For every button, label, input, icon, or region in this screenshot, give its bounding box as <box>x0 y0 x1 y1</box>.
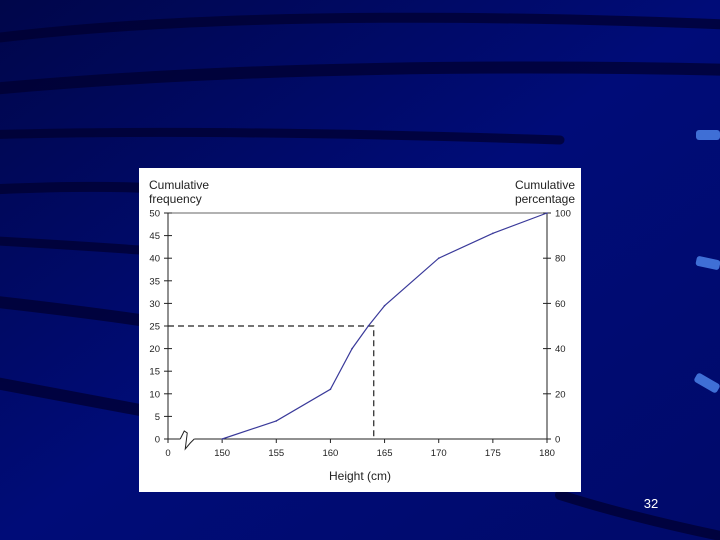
data-point <box>383 304 386 307</box>
data-point <box>367 325 370 327</box>
data-point <box>437 257 440 259</box>
y-right-tick-label: 100 <box>555 209 571 220</box>
x-tick-label: 155 <box>268 448 284 459</box>
x-tick-label: 175 <box>485 448 501 459</box>
y-right-tick-label: 80 <box>555 254 566 265</box>
data-point <box>329 388 332 391</box>
accent-stripe-top <box>696 130 720 140</box>
y-axis-right-label: Cumulative percentage <box>514 178 575 206</box>
y-left-tick-label: 5 <box>155 412 160 423</box>
data-point <box>275 420 278 422</box>
x-axis-label: Height (cm) <box>328 469 391 483</box>
x-tick-label: 0 <box>165 448 170 459</box>
data-point <box>351 347 353 350</box>
x-tick-label: 165 <box>377 448 393 459</box>
y-left-tick-label: 40 <box>149 254 160 265</box>
slide-number: 32 <box>643 496 659 511</box>
y-right-tick-label: 20 <box>555 389 566 400</box>
data-point <box>546 212 548 214</box>
y-left-tick-label: 0 <box>155 435 160 446</box>
accent-stripe-middle <box>695 256 720 270</box>
y-left-tick-label: 10 <box>149 389 160 400</box>
chart-panel: 0 5 10 15 20 25 30 35 40 45 50 0 20 40 60 80 100 0 150 155 1… <box>139 168 581 492</box>
y-left-tick-label: 20 <box>149 344 160 355</box>
y-left-tick-label: 35 <box>149 276 160 287</box>
x-tick-label: 180 <box>539 448 555 459</box>
cumulative-frequency-chart: 0 5 10 15 20 25 30 35 40 45 50 0 20 40 60 80 100 0 150 155 1… <box>149 209 571 460</box>
data-point <box>221 438 223 440</box>
accent-stripe-bottom <box>694 373 720 393</box>
median-reference-line <box>168 325 375 439</box>
data-point <box>492 232 494 235</box>
x-tick-label: 170 <box>431 448 447 459</box>
y-right-tick-label: 60 <box>555 299 566 310</box>
y-left-tick-label: 25 <box>149 322 160 333</box>
y-axis-left-label: Cumulative frequency <box>149 178 210 206</box>
x-tick-label: 160 <box>322 448 338 459</box>
x-axis-break <box>179 430 195 451</box>
y-left-tick-label: 30 <box>149 299 160 310</box>
y-left-tick-label: 15 <box>149 367 160 378</box>
y-left-tick-label: 45 <box>149 231 160 242</box>
y-right-tick-label: 0 <box>555 435 560 446</box>
x-tick-label: 150 <box>214 448 230 459</box>
y-right-tick-label: 40 <box>555 344 566 355</box>
y-left-tick-label: 50 <box>149 209 160 220</box>
